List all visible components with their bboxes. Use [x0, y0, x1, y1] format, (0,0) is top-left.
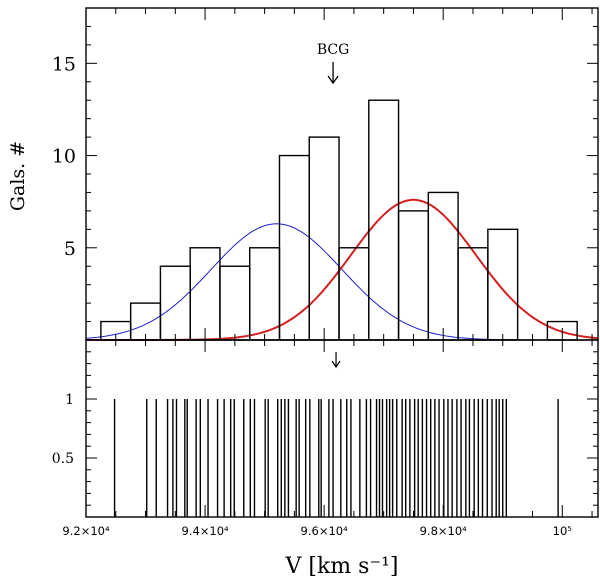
histogram-bar: [249, 247, 281, 341]
x-tick-label: 9.8×10⁴: [420, 524, 468, 538]
bcg-annotation-label: BCG: [317, 42, 349, 58]
y-tick-label: 5: [64, 238, 76, 260]
y-tick-label-bottom: 1: [65, 392, 74, 408]
bottom-x-axis-label: V [km s⁻¹]: [285, 554, 399, 579]
x-tick-label: 9.6×10⁴: [301, 524, 349, 538]
x-tick-label: 9.4×10⁴: [181, 524, 229, 538]
axes-frames: [85, 7, 599, 518]
histogram-bar: [278, 154, 310, 341]
velocity-stem-panel: 0.5 1 9.2×10⁴ 9.4×10⁴ 9.6×10⁴ 9.8×10⁴ 10⁵: [52, 340, 598, 538]
x-tick-label: 9.2×10⁴: [62, 524, 110, 538]
histogram-bar: [308, 136, 340, 341]
bottom-axes-frame: [85, 339, 599, 518]
histogram-bar: [338, 247, 370, 341]
y-tick-label: 10: [52, 146, 76, 168]
histogram-bar: [457, 247, 489, 341]
blue-gaussian-curve: [85, 223, 598, 341]
bcg-arrow-bottom-head: [331, 360, 341, 369]
histogram-bar: [189, 247, 221, 341]
histogram-bar: [368, 99, 400, 341]
x-tick-label: 10⁵: [553, 524, 573, 538]
histogram-bar: [219, 265, 251, 341]
y-tick-label-bottom: 0.5: [52, 451, 74, 467]
top-y-axis-label: Gals. #: [7, 141, 29, 211]
histogram-bar: [397, 210, 430, 341]
y-tick-label: 15: [52, 53, 76, 75]
histogram-bar: [159, 265, 191, 341]
bcg-arrow-head: [327, 75, 339, 85]
histogram-bar: [487, 228, 519, 341]
